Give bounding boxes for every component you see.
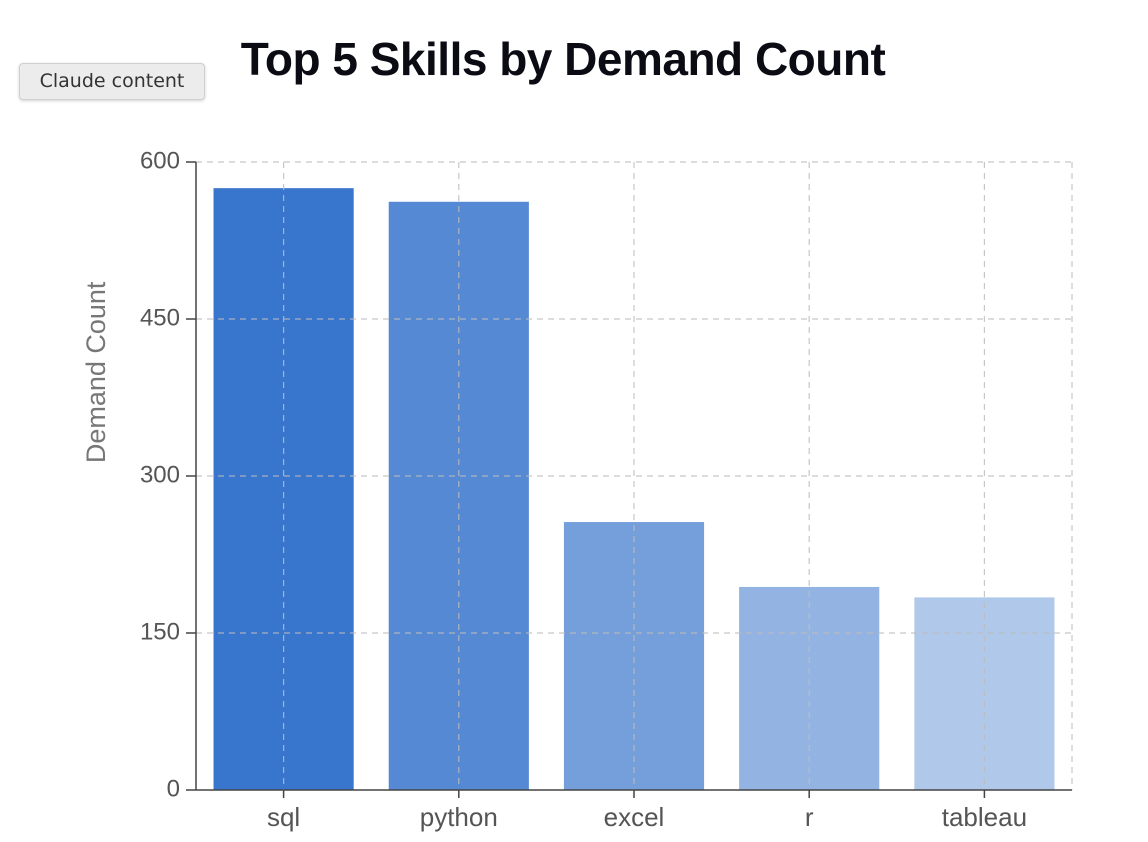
x-tick-label: sql [267, 802, 300, 832]
y-tick-label: 600 [140, 147, 180, 174]
y-tick-label: 450 [140, 304, 180, 331]
chart-title: Top 5 Skills by Demand Count [240, 33, 886, 85]
bar-sql [213, 188, 354, 791]
claude-content-badge[interactable]: Claude content [19, 63, 205, 100]
y-tick-label: 150 [140, 618, 180, 645]
y-tick-label: 0 [167, 775, 180, 802]
x-tick-label: python [420, 802, 498, 832]
x-tick-label: excel [604, 802, 665, 832]
y-axis-label: Demand Count [81, 281, 111, 463]
y-tick-label: 300 [140, 461, 180, 488]
x-tick-label: r [805, 802, 814, 832]
x-tick-label: tableau [942, 802, 1027, 832]
